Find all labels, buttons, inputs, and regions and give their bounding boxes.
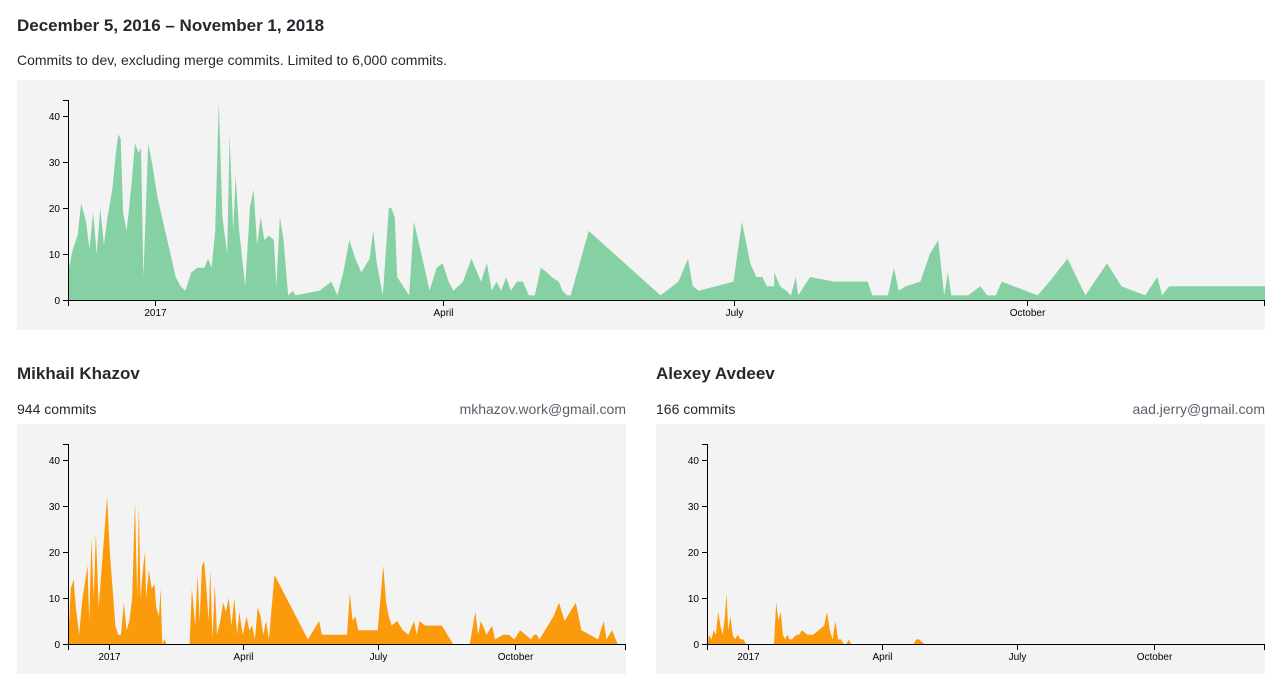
y-tick-label: 30 bbox=[688, 502, 700, 513]
y-tick-label: 30 bbox=[49, 502, 61, 513]
y-tick-label: 10 bbox=[688, 594, 700, 605]
contributor-chart-2[interactable]: 0 10 20 30 40 2017 April July October bbox=[656, 424, 1265, 674]
contributor-chart-svg: 0 10 20 30 40 2017 April July October bbox=[688, 444, 1265, 663]
y-tick-label: 20 bbox=[688, 548, 700, 559]
y-tick-label: 10 bbox=[49, 250, 61, 261]
x-tick-label: October bbox=[1010, 308, 1046, 319]
x-tick-label: 2017 bbox=[98, 652, 121, 663]
commit-area[interactable] bbox=[68, 102, 1265, 300]
commit-area[interactable] bbox=[68, 496, 618, 644]
y-tick-label: 40 bbox=[688, 456, 700, 467]
x-tick-label: October bbox=[1137, 652, 1173, 663]
x-tick-label: October bbox=[498, 652, 534, 663]
y-tick-label: 0 bbox=[54, 296, 60, 307]
x-tick-label: April bbox=[433, 308, 453, 319]
contributor-name[interactable]: Mikhail Khazov bbox=[17, 364, 140, 383]
contributor-commit-count[interactable]: 166 commits bbox=[656, 401, 736, 417]
contributor-commit-count[interactable]: 944 commits bbox=[17, 401, 97, 417]
x-tick-label: 2017 bbox=[737, 652, 760, 663]
y-tick-label: 20 bbox=[49, 548, 61, 559]
contributor-email: aad.jerry@gmail.com bbox=[1132, 401, 1265, 417]
overall-commits-svg: 0 10 20 30 40 2017 April July October bbox=[49, 100, 1265, 319]
x-tick-label: April bbox=[233, 652, 253, 663]
y-tick-label: 40 bbox=[49, 456, 61, 467]
chart-subtitle: Commits to dev, excluding merge commits.… bbox=[17, 52, 448, 68]
contributor-card-2: Alexey Avdeev 166 commits aad.jerry@gmai… bbox=[656, 364, 1265, 424]
commit-area[interactable] bbox=[707, 593, 925, 644]
contributor-card-1: Mikhail Khazov 944 commits mkhazov.work@… bbox=[17, 364, 626, 424]
y-tick-label: 20 bbox=[49, 204, 61, 215]
y-tick-label: 40 bbox=[49, 112, 61, 123]
date-range-title: December 5, 2016 – November 1, 2018 bbox=[17, 16, 325, 35]
contributor-name[interactable]: Alexey Avdeev bbox=[656, 364, 775, 383]
contributor-email: mkhazov.work@gmail.com bbox=[459, 401, 626, 417]
x-tick-label: July bbox=[1009, 652, 1027, 663]
y-tick-label: 0 bbox=[54, 640, 60, 651]
contributor-chart-svg: 0 10 20 30 40 2017 April July October bbox=[49, 444, 626, 663]
overall-commits-chart[interactable]: 0 10 20 30 40 2017 April July October bbox=[17, 80, 1265, 330]
y-tick-label: 10 bbox=[49, 594, 61, 605]
y-tick-label: 30 bbox=[49, 158, 61, 169]
x-tick-label: 2017 bbox=[144, 308, 167, 319]
y-tick-label: 0 bbox=[693, 640, 699, 651]
x-tick-label: July bbox=[726, 308, 744, 319]
x-tick-label: April bbox=[872, 652, 892, 663]
x-tick-label: July bbox=[370, 652, 388, 663]
contributor-chart-1[interactable]: 0 10 20 30 40 2017 April July October bbox=[17, 424, 626, 674]
